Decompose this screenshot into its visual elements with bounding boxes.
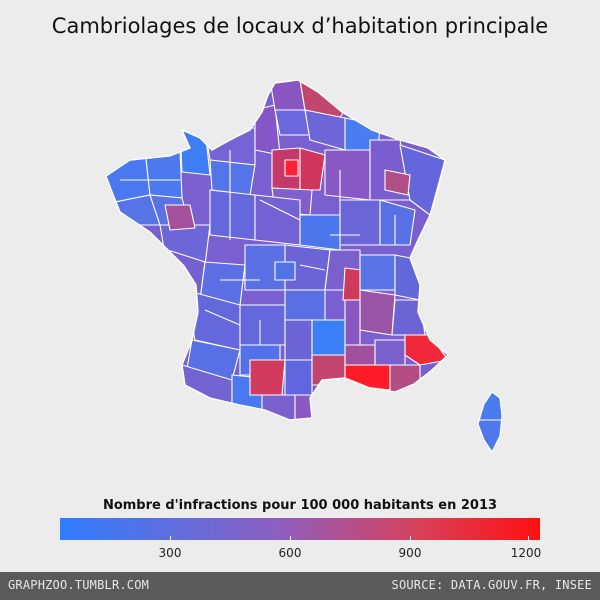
- legend-tick-600: 600: [278, 546, 302, 560]
- mainland-outline: [105, 79, 450, 421]
- legend-tickmark: [170, 536, 171, 542]
- legend-tick-1200: 1200: [510, 546, 542, 560]
- legend-tickmark: [290, 536, 291, 542]
- footer-credit-link[interactable]: GRAPHZOO.TUMBLR.COM: [8, 578, 150, 592]
- footer-source: SOURCE: DATA.GOUV.FR, INSEE: [391, 578, 592, 592]
- legend-color-bar: [60, 518, 540, 540]
- legend-tickmark: [410, 536, 411, 542]
- legend-tick-900: 900: [398, 546, 422, 560]
- legend-title: Nombre d'infractions pour 100 000 habita…: [102, 498, 498, 513]
- legend-tickmark: [528, 536, 529, 542]
- footer-bar: GRAPHZOO.TUMBLR.COM SOURCE: DATA.GOUV.FR…: [0, 572, 600, 600]
- map-title: Cambriolages de locaux d’habitation prin…: [51, 14, 549, 38]
- mainland-departments: [106, 80, 448, 420]
- legend-tick-300: 300: [158, 546, 182, 560]
